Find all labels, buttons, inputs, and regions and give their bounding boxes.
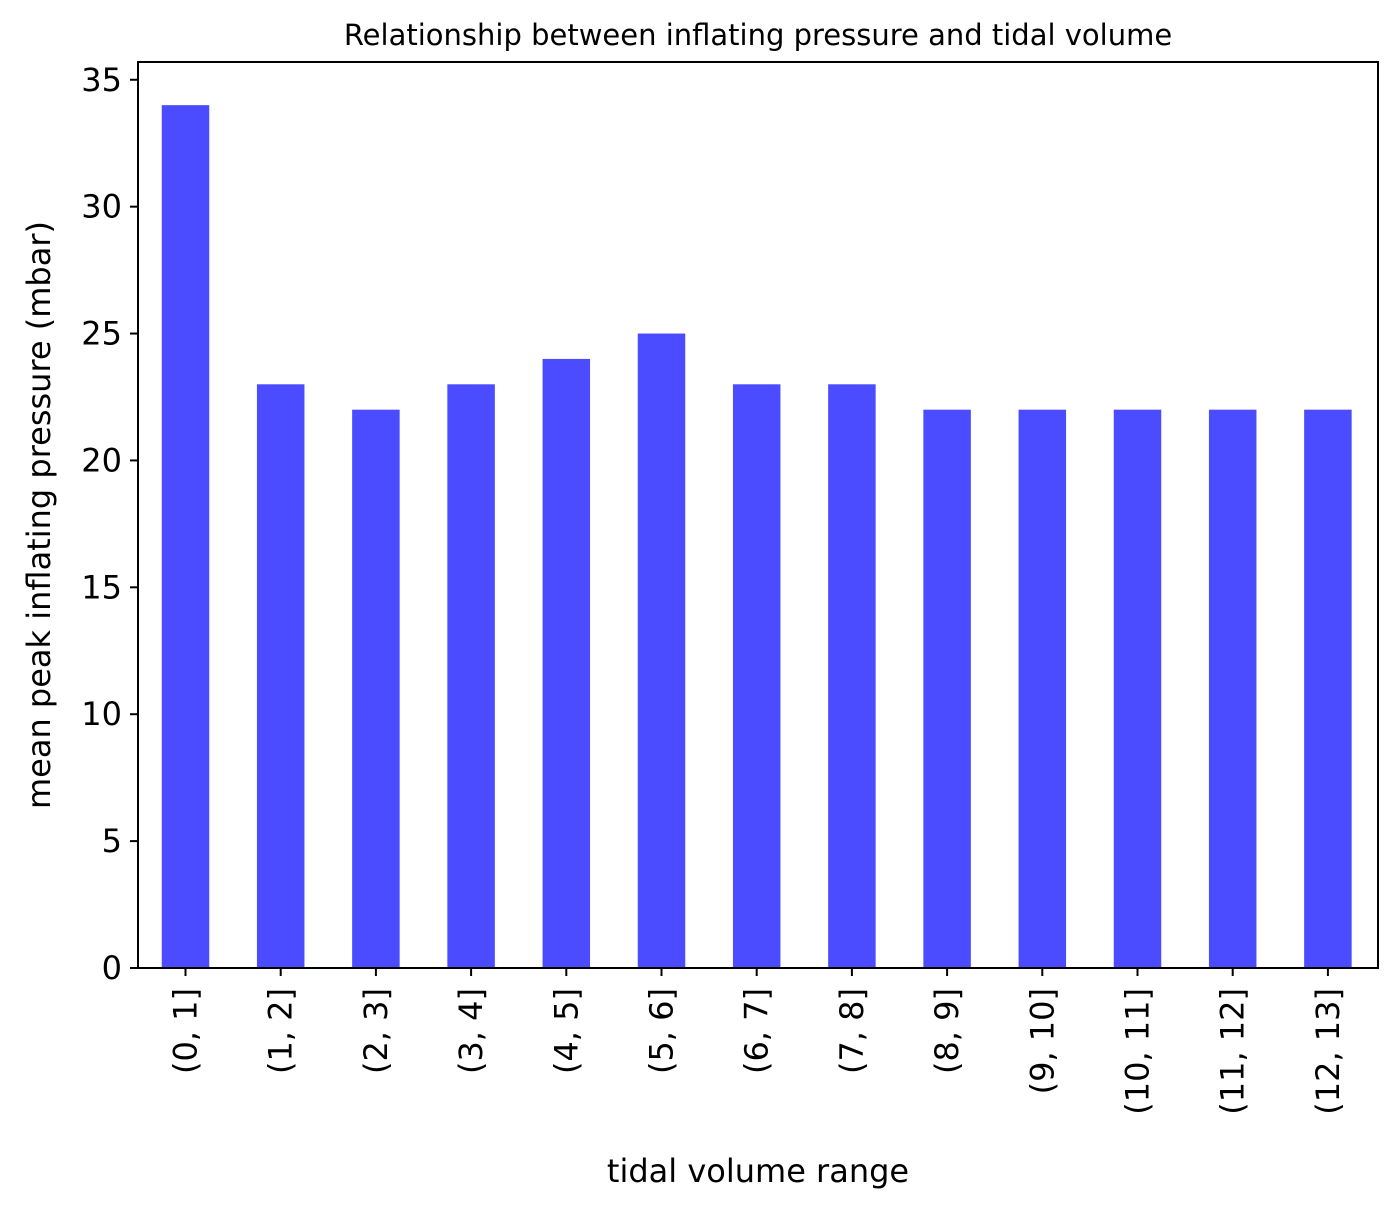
chart-title: Relationship between inflating pressure … [344,18,1172,52]
x-tick-label-12: (12, 13] [1309,988,1347,1115]
y-tick-label-7: 35 [81,61,122,99]
bar-12 [1304,409,1352,968]
x-tick-label-4: (4, 5] [547,988,585,1074]
bar-1 [256,384,305,968]
y-tick-label-4: 20 [81,441,122,479]
bar-2 [352,409,400,968]
bar-3 [447,384,495,968]
bar-10 [1113,409,1162,968]
x-tick-label-8: (8, 9] [928,988,966,1074]
y-tick-label-2: 10 [81,695,122,733]
bar-4 [542,358,591,968]
y-tick-label-0: 0 [102,949,122,987]
y-tick-label-3: 15 [81,568,122,606]
x-axis-label: tidal volume range [607,1152,909,1190]
x-tick-label-7: (7, 8] [833,988,871,1074]
x-tick-label-9: (9, 10] [1023,988,1061,1094]
x-tick-label-6: (6, 7] [738,988,776,1074]
bar-0 [161,105,210,968]
bar-11 [1208,409,1257,968]
y-axis-label: mean peak inflating pressure (mbar) [20,221,58,809]
x-tick-label-2: (2, 3] [357,988,395,1074]
x-axis-ticks: (0, 1] (1, 2] (2, 3] (3, 4] (4, 5] (5, 6] (6, … [167,968,1347,1115]
x-tick-label-3: (3, 4] [452,988,490,1074]
plot-frame [137,61,1379,969]
x-tick-label-0: (0, 1] [167,988,205,1074]
y-axis-ticks: 0 5 10 15 20 25 30 35 [81,61,138,987]
bar-7 [828,384,876,968]
x-tick-label-1: (1, 2] [262,988,300,1074]
bar-6 [732,384,781,968]
x-tick-label-5: (5, 6] [643,988,681,1074]
x-tick-label-11: (11, 12] [1214,988,1252,1115]
y-tick-label-6: 30 [81,188,122,226]
bar-8 [923,409,971,968]
bar-5 [637,333,686,968]
x-tick-label-10: (10, 11] [1119,988,1157,1115]
y-tick-label-1: 5 [102,822,122,860]
bars-group [161,105,1352,968]
y-tick-label-5: 25 [81,315,122,353]
bar-9 [1018,409,1067,968]
